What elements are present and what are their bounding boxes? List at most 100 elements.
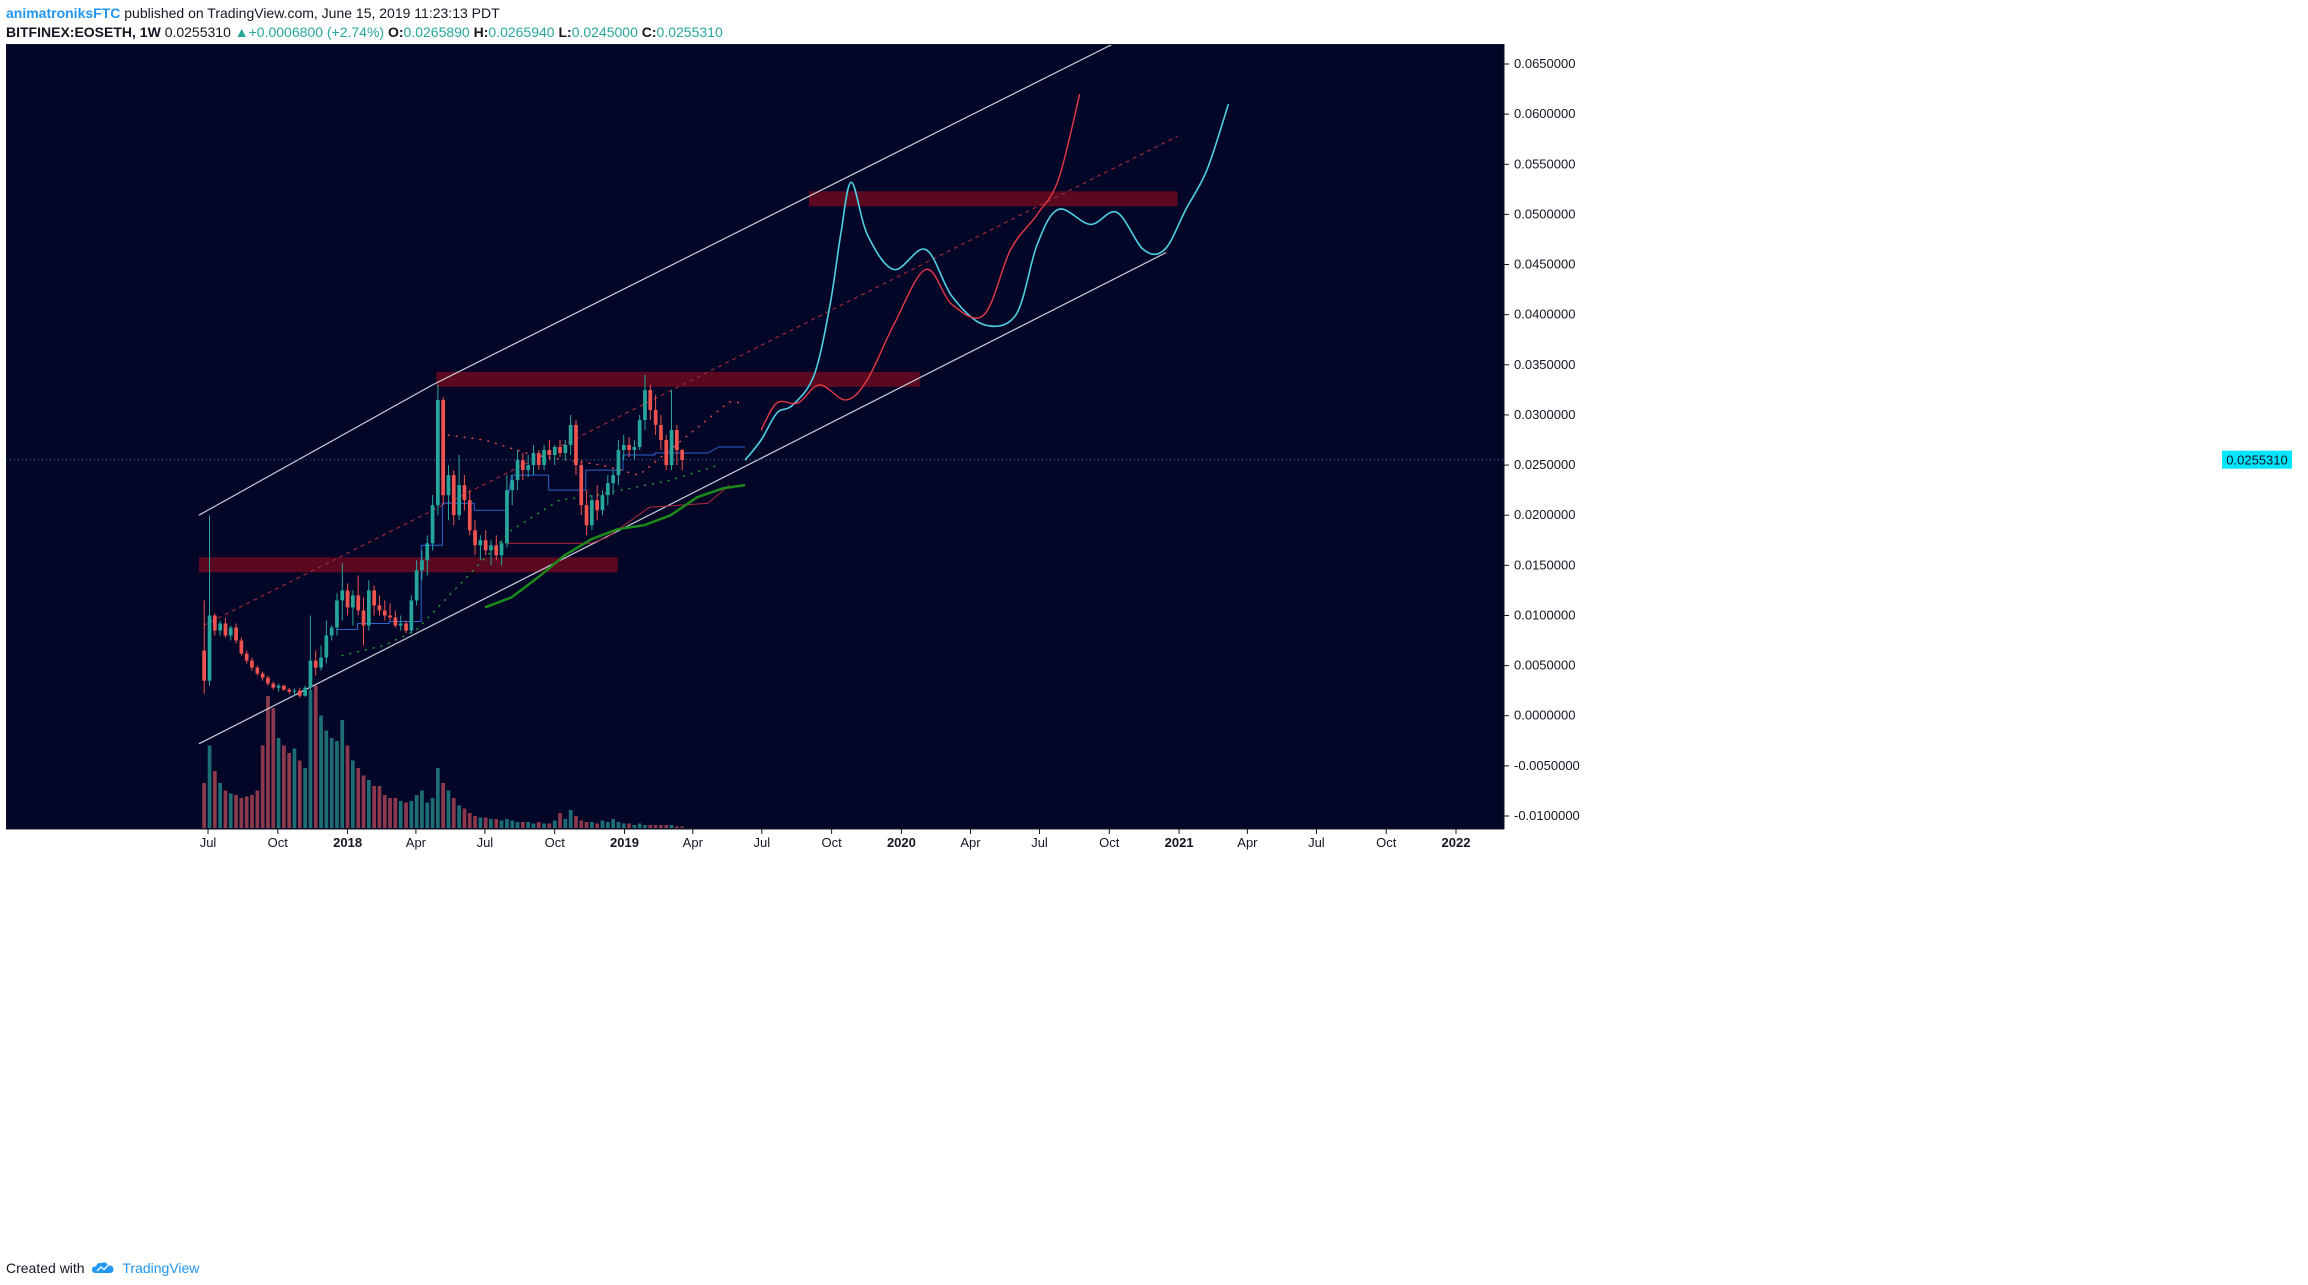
candle (250, 657, 254, 671)
time-tick-label: Apr (683, 835, 704, 850)
price-tick-label: 0.0300000 (1514, 407, 1575, 422)
candle (478, 535, 483, 561)
candle (653, 394, 658, 435)
stop-line (506, 484, 730, 544)
candle (335, 593, 339, 636)
candle (388, 603, 392, 621)
candle (574, 419, 578, 476)
candle-body (547, 450, 552, 455)
volume-bar (505, 819, 509, 828)
volume-bar (653, 825, 658, 828)
time-tick-label: Jul (753, 835, 770, 850)
candle-body (287, 689, 291, 692)
volume-bar (552, 820, 557, 828)
volume-bar (234, 795, 238, 828)
volume-bar (621, 823, 626, 828)
candle (616, 440, 621, 486)
volume-bar (276, 738, 281, 828)
time-axis-bg (6, 829, 1504, 1224)
candle (680, 449, 684, 471)
candle-body (430, 505, 435, 544)
candle (420, 550, 424, 581)
volume-bar (382, 795, 387, 828)
volume-bar (606, 822, 610, 828)
candle-body (404, 623, 408, 631)
candle-body (297, 690, 302, 696)
candle (361, 597, 366, 646)
price-tick-label: 0.0250000 (1514, 457, 1575, 472)
price-tick-label: 0.0450000 (1514, 257, 1575, 272)
candle (568, 414, 573, 455)
candle (345, 583, 350, 616)
candle-body (228, 627, 233, 636)
candle (632, 440, 637, 461)
resistance-zone (198, 557, 618, 573)
price-chart[interactable]: 0.0650000 0.0600000 0.0550000 0.0500000 0.04… (6, 44, 2302, 1224)
time-tick-label: 2019 (610, 835, 639, 850)
candle-body (499, 543, 504, 556)
support-dots (341, 464, 719, 657)
candle-body (388, 615, 392, 618)
time-axis[interactable]: Jul Oct 2018 Apr Jul Oct 2019 Apr Jul Oct 2020 Apr J… (6, 44, 1504, 1224)
price-axis[interactable]: 0.0650000 0.0600000 0.0550000 0.0500000 0.04… (1503, 44, 2302, 829)
candle (223, 617, 228, 638)
last-price-marker: 0.0255310 (2222, 450, 2292, 469)
tradingview-brand-link[interactable]: TradingView (122, 1260, 200, 1276)
projection-path-red (760, 93, 1081, 431)
candle (351, 590, 355, 626)
volume-bar (335, 741, 339, 828)
price-tick-label: -0.0100000 (1514, 808, 1580, 823)
volume-bar (250, 795, 254, 828)
volume-bar (558, 813, 562, 828)
candle (308, 615, 313, 691)
candle-body (616, 450, 621, 476)
candle (234, 623, 238, 644)
candle (675, 425, 679, 466)
volume-bar (367, 780, 371, 828)
candle (611, 470, 615, 496)
candle-body (579, 465, 584, 506)
candle (297, 687, 302, 698)
price-tick-label: 0.0050000 (1514, 658, 1575, 673)
volume-bar (372, 786, 376, 828)
candle-body (590, 500, 594, 526)
volume-bar (627, 823, 631, 828)
candle (648, 384, 653, 420)
candle-body (505, 490, 509, 544)
author-link[interactable]: animatroniksFTC (6, 5, 121, 21)
channel-upper-line (198, 384, 433, 516)
candle (643, 374, 647, 430)
volume-bar (675, 826, 679, 828)
candle (441, 396, 445, 506)
candle-body (451, 475, 456, 516)
candle-body (659, 425, 663, 440)
candle (627, 437, 631, 457)
publish-line: animatroniksFTC published on TradingView… (6, 4, 1206, 23)
moving-average-line (484, 483, 746, 609)
volume-bar (579, 820, 584, 828)
candle (367, 580, 371, 631)
candle-body (250, 660, 254, 668)
candle (218, 620, 222, 636)
volume-bar (446, 790, 451, 828)
candle-body (414, 570, 419, 601)
candle (467, 490, 472, 536)
volume-bar (271, 708, 276, 828)
candle (499, 540, 504, 566)
volume-bar (478, 817, 483, 828)
volume-bar (664, 825, 669, 828)
candle (409, 595, 414, 634)
candle (404, 620, 408, 634)
price-tick-label: 0.0500000 (1514, 206, 1575, 221)
resistance-zone (436, 371, 920, 387)
volume-bar (223, 790, 228, 828)
candle (457, 455, 461, 521)
candle-body (680, 450, 684, 460)
price-tick-label: 0.0000000 (1514, 708, 1575, 723)
time-tick-label: Jul (1031, 835, 1048, 850)
chart-area[interactable]: 0.0650000 0.0600000 0.0550000 0.0500000 0.04… (6, 44, 2302, 1224)
price-tick-label: 0.0650000 (1514, 56, 1575, 71)
candle (606, 475, 610, 506)
candle-body (664, 440, 669, 466)
candle (621, 435, 626, 461)
